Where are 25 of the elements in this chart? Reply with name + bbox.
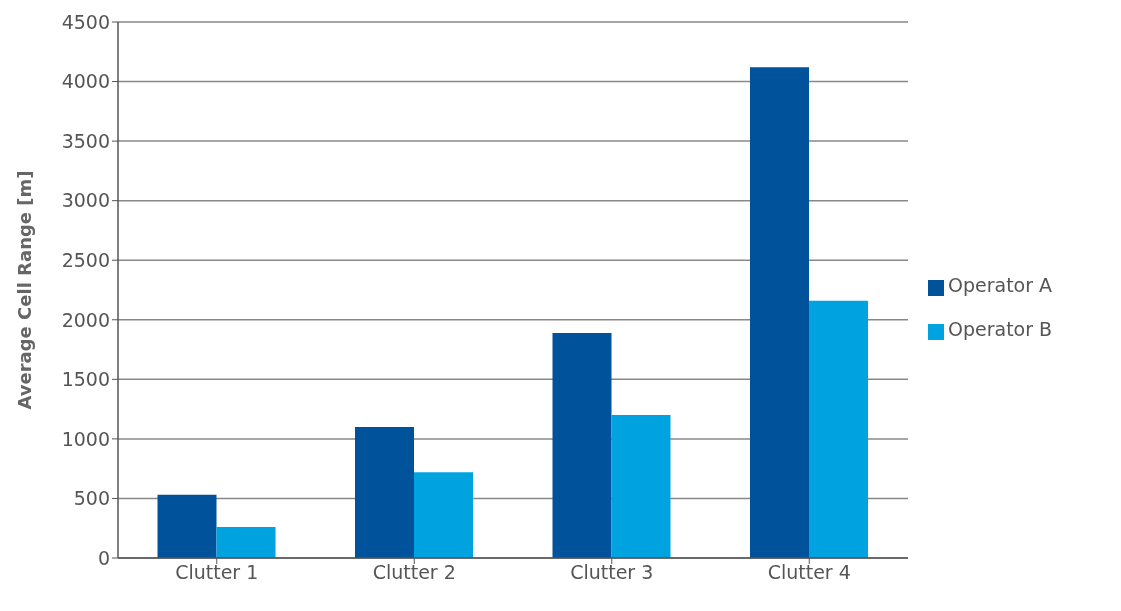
bar xyxy=(355,426,414,558)
y-axis-title: Average Cell Range [m] xyxy=(14,170,36,410)
bar xyxy=(414,472,473,558)
x-tick-label: Clutter 4 xyxy=(767,561,851,584)
bar xyxy=(552,332,612,558)
y-tick-label: 2000 xyxy=(61,308,110,331)
y-tick-label: 0 xyxy=(97,546,110,569)
y-tick-label: 2500 xyxy=(61,248,110,271)
bar xyxy=(809,300,868,558)
y-tick-label: 4500 xyxy=(61,10,110,33)
legend-label: Operator B xyxy=(948,318,1053,340)
legend-label: Operator A xyxy=(948,274,1053,296)
x-tick-label: Clutter 2 xyxy=(372,561,456,584)
bar xyxy=(750,67,809,558)
y-tick-label: 3500 xyxy=(61,129,110,152)
bar xyxy=(611,415,671,558)
y-tick-label: 1000 xyxy=(61,427,110,450)
y-tick-label: 1500 xyxy=(61,368,110,391)
y-tick-label: 4000 xyxy=(61,70,110,93)
y-tick-label: 3000 xyxy=(61,189,110,212)
x-tick-label: Clutter 3 xyxy=(570,561,654,584)
bar xyxy=(216,527,276,558)
x-tick-label: Clutter 1 xyxy=(175,561,259,584)
y-tick-label: 500 xyxy=(73,487,110,510)
bar xyxy=(157,494,217,558)
